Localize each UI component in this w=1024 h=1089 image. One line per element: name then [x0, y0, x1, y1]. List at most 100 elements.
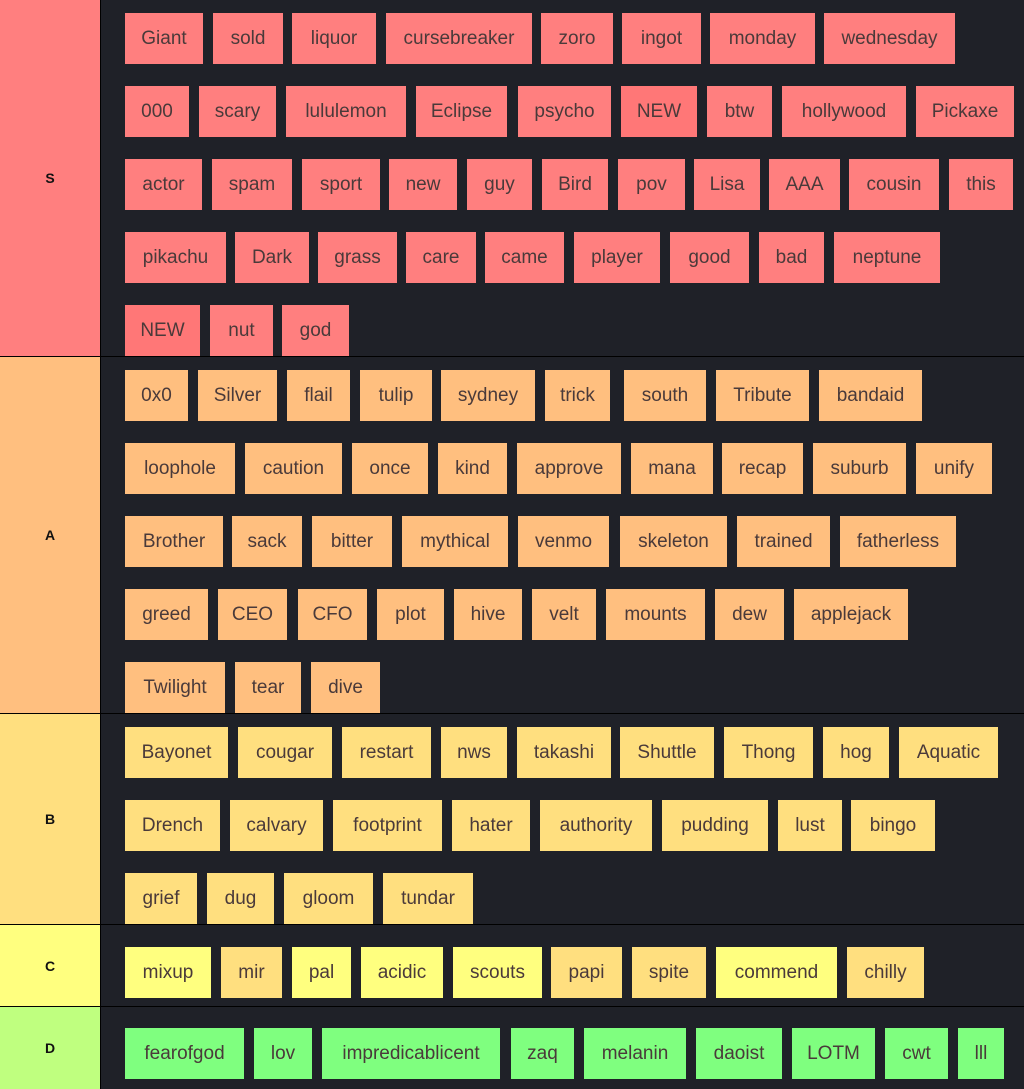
tier-dropzone-s[interactable]: Giant sold liquor cursebreaker zoro ingot mond…: [101, 0, 1024, 356]
tier-item[interactable]: loophole: [125, 443, 235, 494]
tier-item[interactable]: takashi: [517, 727, 611, 778]
tier-item[interactable]: psycho: [518, 86, 611, 137]
tier-item[interactable]: neptune: [834, 232, 940, 283]
tier-item[interactable]: god: [282, 305, 349, 356]
tier-item[interactable]: authority: [540, 800, 652, 851]
tier-item[interactable]: NEW: [621, 86, 697, 137]
tier-item[interactable]: nws: [441, 727, 507, 778]
tier-item[interactable]: hog: [823, 727, 889, 778]
tier-item[interactable]: mythical: [402, 516, 508, 567]
tier-item[interactable]: gloom: [284, 873, 373, 924]
tier-item[interactable]: chilly: [847, 947, 924, 998]
tier-item[interactable]: NEW: [125, 305, 200, 356]
tier-item[interactable]: player: [574, 232, 660, 283]
tier-item[interactable]: bingo: [851, 800, 935, 851]
tier-dropzone-b[interactable]: Bayonet cougar restart nws takashi Shuttle Tho…: [101, 714, 1024, 924]
tier-item[interactable]: CEO: [218, 589, 287, 640]
tier-item[interactable]: Bayonet: [125, 727, 228, 778]
tier-item[interactable]: Dark: [235, 232, 309, 283]
tier-item[interactable]: venmo: [518, 516, 609, 567]
tier-item[interactable]: lov: [254, 1028, 312, 1079]
tier-item[interactable]: skeleton: [620, 516, 727, 567]
tier-item[interactable]: ingot: [622, 13, 701, 64]
tier-item[interactable]: Eclipse: [416, 86, 507, 137]
tier-item[interactable]: flail: [287, 370, 350, 421]
tier-item[interactable]: Shuttle: [620, 727, 714, 778]
tier-item[interactable]: pudding: [662, 800, 768, 851]
tier-item[interactable]: guy: [467, 159, 532, 210]
tier-item[interactable]: scary: [199, 86, 276, 137]
tier-item[interactable]: hollywood: [782, 86, 906, 137]
tier-item[interactable]: Twilight: [125, 662, 225, 713]
tier-item[interactable]: impredicablicent: [322, 1028, 500, 1079]
tier-item[interactable]: melanin: [584, 1028, 686, 1079]
tier-item[interactable]: acidic: [361, 947, 443, 998]
tier-label-a[interactable]: A: [0, 357, 100, 713]
tier-item[interactable]: Drench: [125, 800, 220, 851]
tier-item[interactable]: footprint: [333, 800, 442, 851]
tier-item[interactable]: nut: [210, 305, 273, 356]
tier-item[interactable]: velt: [532, 589, 596, 640]
tier-item[interactable]: grief: [125, 873, 197, 924]
tier-item[interactable]: btw: [707, 86, 772, 137]
tier-item[interactable]: sport: [302, 159, 380, 210]
tier-item[interactable]: bitter: [312, 516, 392, 567]
tier-item[interactable]: Silver: [198, 370, 277, 421]
tier-item[interactable]: bandaid: [819, 370, 922, 421]
tier-item[interactable]: CFO: [298, 589, 367, 640]
tier-item[interactable]: spam: [212, 159, 292, 210]
tier-item[interactable]: greed: [125, 589, 208, 640]
tier-item[interactable]: unify: [916, 443, 992, 494]
tier-item[interactable]: actor: [125, 159, 202, 210]
tier-item[interactable]: once: [352, 443, 428, 494]
tier-item[interactable]: good: [670, 232, 749, 283]
tier-item[interactable]: papi: [551, 947, 622, 998]
tier-item[interactable]: caution: [245, 443, 342, 494]
tier-item[interactable]: came: [485, 232, 564, 283]
tier-item[interactable]: cougar: [238, 727, 332, 778]
tier-item[interactable]: sold: [213, 13, 283, 64]
tier-item[interactable]: pov: [618, 159, 685, 210]
tier-item[interactable]: Tribute: [716, 370, 809, 421]
tier-item[interactable]: AAA: [769, 159, 840, 210]
tier-item[interactable]: monday: [710, 13, 815, 64]
tier-item[interactable]: kind: [438, 443, 507, 494]
tier-item[interactable]: trick: [545, 370, 610, 421]
tier-item[interactable]: Bird: [542, 159, 608, 210]
tier-item[interactable]: applejack: [794, 589, 908, 640]
tier-dropzone-d[interactable]: fearofgod lov impredicablicent zaq melanin da…: [101, 1007, 1024, 1089]
tier-item[interactable]: daoist: [696, 1028, 782, 1079]
tier-item[interactable]: sack: [232, 516, 302, 567]
tier-item[interactable]: Giant: [125, 13, 203, 64]
tier-item[interactable]: recap: [722, 443, 803, 494]
tier-item[interactable]: lust: [778, 800, 842, 851]
tier-item[interactable]: Lisa: [694, 159, 760, 210]
tier-item[interactable]: lll: [958, 1028, 1004, 1079]
tier-item[interactable]: zaq: [511, 1028, 574, 1079]
tier-label-c[interactable]: C: [0, 925, 100, 1006]
tier-item[interactable]: bad: [759, 232, 824, 283]
tier-item[interactable]: lululemon: [286, 86, 406, 137]
tier-item[interactable]: spite: [632, 947, 706, 998]
tier-item[interactable]: dew: [715, 589, 784, 640]
tier-item[interactable]: liquor: [292, 13, 376, 64]
tier-label-s[interactable]: S: [0, 0, 100, 356]
tier-item[interactable]: hive: [454, 589, 522, 640]
tier-item[interactable]: scouts: [453, 947, 542, 998]
tier-item[interactable]: fatherless: [840, 516, 956, 567]
tier-item[interactable]: tulip: [360, 370, 432, 421]
tier-item[interactable]: suburb: [813, 443, 906, 494]
tier-item[interactable]: commend: [716, 947, 837, 998]
tier-item[interactable]: 000: [125, 86, 189, 137]
tier-item[interactable]: trained: [737, 516, 830, 567]
tier-item[interactable]: this: [949, 159, 1013, 210]
tier-item[interactable]: Aquatic: [899, 727, 998, 778]
tier-item[interactable]: fearofgod: [125, 1028, 244, 1079]
tier-dropzone-c[interactable]: mixup mir pal acidic scouts papi spite commend c…: [101, 925, 1024, 1006]
tier-item[interactable]: sydney: [441, 370, 535, 421]
tier-label-d[interactable]: D: [0, 1007, 100, 1089]
tier-item[interactable]: mana: [631, 443, 713, 494]
tier-item[interactable]: LOTM: [792, 1028, 875, 1079]
tier-item[interactable]: approve: [517, 443, 621, 494]
tier-item[interactable]: mixup: [125, 947, 211, 998]
